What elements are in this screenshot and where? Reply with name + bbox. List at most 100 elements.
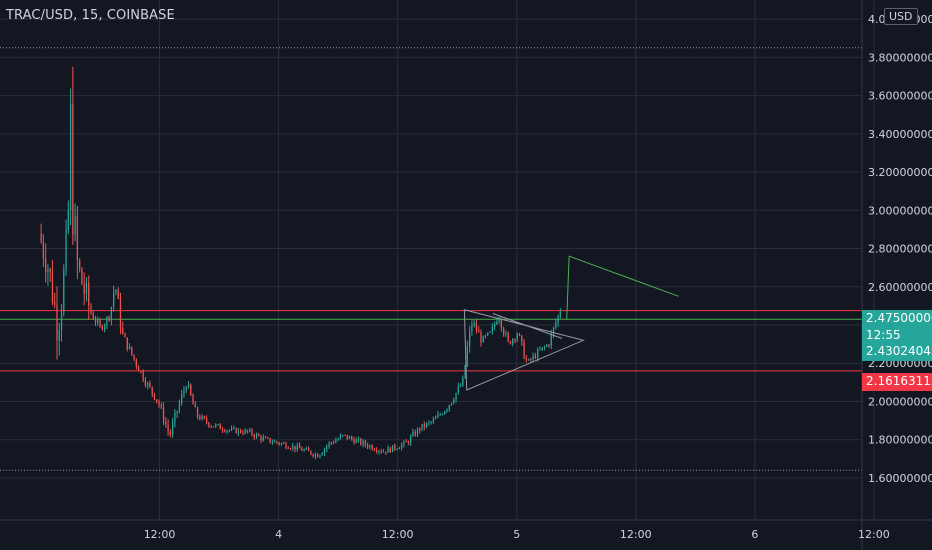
candle-body	[523, 341, 525, 359]
candle-body	[49, 269, 51, 273]
candle-body	[178, 403, 181, 412]
candle-body	[298, 445, 301, 449]
candle-body	[407, 441, 410, 444]
candle-body	[344, 434, 346, 436]
candle-body	[185, 387, 187, 391]
candle-body	[371, 445, 373, 450]
candle-body	[258, 434, 260, 437]
candle-body	[156, 399, 158, 402]
candle-body	[321, 453, 323, 456]
candle-body	[242, 432, 244, 434]
candle-body	[230, 428, 233, 431]
candle-body	[106, 317, 108, 326]
price-tick-label: 1.60000000	[868, 472, 932, 485]
candle-body	[480, 332, 482, 343]
candle-body	[312, 454, 314, 457]
red-level-badge: 2.16163112	[862, 373, 932, 391]
symbol-title: TRAC/USD, 15, COINBASE	[6, 8, 175, 23]
price-tick-label: 3.40000000	[868, 128, 932, 141]
candle-body	[294, 445, 296, 450]
candle-body	[233, 427, 235, 429]
candle-body	[450, 403, 453, 406]
candle-body	[108, 317, 110, 320]
candle-body	[559, 311, 561, 316]
candle-body	[534, 355, 537, 359]
candle-body	[219, 424, 221, 430]
candle-body	[496, 321, 498, 325]
candle-body	[527, 359, 530, 361]
candle-body	[319, 455, 321, 458]
candle-body	[430, 421, 432, 423]
candle-body	[240, 429, 242, 433]
candle-body	[357, 438, 360, 440]
price-tick-label: 1.80000000	[868, 434, 932, 447]
candle-body	[90, 305, 92, 314]
candle-body	[153, 393, 156, 400]
candle-body	[389, 447, 391, 453]
candle-body	[147, 383, 149, 386]
candle-body	[160, 405, 162, 408]
candle-body	[521, 335, 523, 342]
candle-body	[335, 440, 337, 443]
candle-body	[267, 437, 269, 439]
trend-drawings[interactable]	[463, 255, 679, 391]
candle-body	[221, 429, 224, 431]
price-tick-label: 3.00000000	[868, 204, 932, 217]
candle-body	[323, 448, 326, 454]
candle-body	[428, 422, 430, 424]
candle-body	[144, 380, 147, 386]
candle-body	[360, 438, 362, 445]
price-tick-label: 3.80000000	[868, 51, 932, 64]
candle-body	[482, 336, 484, 343]
candle-body	[459, 385, 462, 387]
candle-body	[328, 442, 330, 447]
candle-body	[532, 355, 534, 360]
candle-body	[326, 446, 328, 449]
candle-body	[400, 444, 403, 449]
candle-body	[473, 323, 475, 326]
candle-body	[190, 384, 192, 395]
candle-body	[507, 333, 509, 342]
candle-body	[122, 328, 124, 334]
candle-body	[439, 414, 441, 416]
candle-body	[124, 333, 126, 338]
candle-body	[255, 434, 258, 438]
candle-body	[262, 437, 264, 441]
candle-body	[235, 427, 237, 434]
candle-body	[42, 241, 45, 259]
candle-body	[113, 292, 115, 308]
candle-body	[514, 339, 516, 341]
candle-body	[421, 424, 423, 431]
candle-body	[541, 347, 543, 350]
candle-body	[137, 366, 140, 372]
candle-body	[301, 448, 303, 451]
candle-body	[69, 103, 72, 210]
candle-body	[414, 432, 416, 436]
candle-body	[457, 386, 459, 393]
candle-body	[303, 449, 305, 451]
currency-button[interactable]: USD	[884, 8, 918, 25]
candle-body	[489, 331, 491, 333]
candle-body	[387, 447, 389, 453]
candle-body	[366, 445, 369, 448]
candle-body	[140, 371, 142, 373]
candle-body	[51, 272, 54, 303]
candle-body	[332, 442, 335, 444]
candle-body	[81, 268, 83, 285]
candle-body	[500, 318, 503, 329]
candle-body	[244, 430, 246, 434]
candle-body	[550, 333, 552, 346]
candle-body	[509, 341, 512, 344]
candle-body	[83, 284, 85, 294]
candle-body	[448, 405, 450, 410]
candle-body	[45, 258, 47, 273]
price-tick-label: 2.00000000	[868, 395, 932, 408]
time-tick-label: 12:00	[858, 528, 890, 541]
candle-body	[516, 334, 518, 340]
candle-body	[530, 359, 532, 361]
candle-body	[380, 450, 382, 452]
candle-body	[310, 450, 312, 455]
